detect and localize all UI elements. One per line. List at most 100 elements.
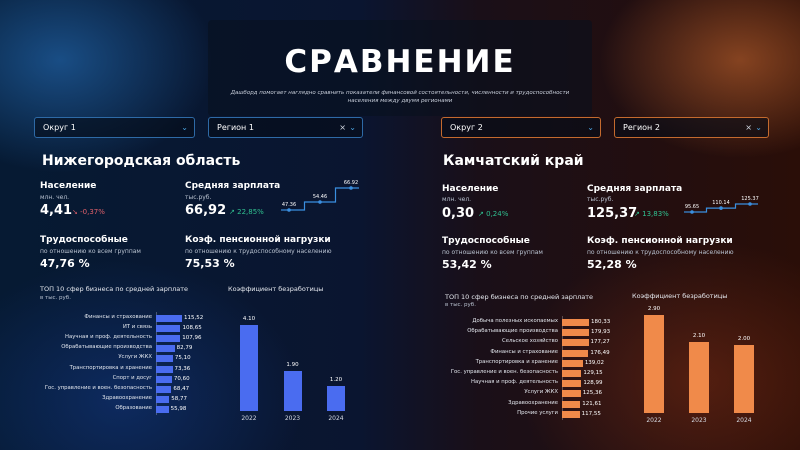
region-select-left-value: Регион 1: [217, 123, 254, 132]
salary-trend-label-left: 47.36: [282, 202, 296, 208]
top10-axis-right: [562, 316, 563, 420]
top10-bar-left: [156, 395, 170, 403]
top10-label-left: Образование: [115, 404, 152, 411]
unemployment-category-left: 2022: [241, 415, 257, 422]
salary-trend-label-left: 66.92: [344, 180, 358, 186]
pension-sub-right: по отношению к трудоспособному населению: [587, 249, 734, 256]
subtitle-line-1: Дашборд помогает наглядно сравнить показ…: [230, 90, 570, 96]
top10-bar-right: [562, 329, 589, 337]
subtitle-line-2: населения между двумя регионами: [347, 98, 453, 104]
arrow-down-right-icon: ↘: [72, 208, 78, 216]
top10-label-right: Финансы и страхование: [490, 348, 558, 355]
top10-label-right: Транспортировка и хранение: [475, 358, 558, 365]
workers-label-left: Трудоспособные: [40, 235, 128, 245]
top10-value-right: 129,15: [583, 370, 603, 376]
salary-trend-label-right: 110.14: [712, 200, 730, 206]
workers-sub-right: по отношению ко всем группам: [442, 249, 543, 256]
top10-bar-right: [562, 349, 589, 357]
population-value-left: 4,41: [40, 203, 73, 218]
clear-icon[interactable]: ×: [339, 123, 346, 132]
top10-value-left: 70,60: [173, 375, 190, 382]
page-title: СРАВНЕНИЕ: [284, 44, 516, 80]
unemployment-bar-left: [240, 325, 258, 411]
pension-value-left: 75,53 %: [185, 257, 235, 270]
top10-title-left: ТОП 10 сфер бизнеса по средней зарплате: [40, 285, 189, 293]
population-delta-left: ↘ -0,37%: [72, 208, 105, 216]
unemployment-value-left: 1.20: [329, 376, 343, 383]
top10-bar-right: [562, 339, 589, 347]
top10-label-right: Прочие услуги: [517, 409, 558, 416]
top10-bar-right: [562, 370, 582, 377]
unemployment-value-left: 4.10: [242, 316, 256, 322]
region-select-left[interactable]: Регион 1 × ⌄: [208, 117, 363, 138]
unemployment-category-right: 2023: [691, 417, 707, 424]
top10-label-left: ИТ и связь: [122, 324, 152, 331]
top10-value-left: 55,98: [170, 405, 187, 412]
salary-trend-point-right: [719, 206, 723, 210]
top10-value-left: 108,65: [182, 325, 202, 332]
top10-label-right: Научная и проф. деятельность: [471, 379, 558, 386]
top10-value-right: 117,55: [581, 410, 601, 417]
salary-trend-chart-left: 47.36 54.46 66.92: [281, 180, 359, 212]
unemployment-bar-right: [689, 342, 709, 413]
salary-unit-left: тыс.руб.: [185, 194, 212, 201]
chevron-down-icon[interactable]: ⌄: [349, 123, 356, 132]
top10-value-left: 68,47: [173, 385, 190, 392]
top10-label-right: Гос. управление и воен. безопасность: [450, 369, 558, 375]
pension-sub-left: по отношению к трудоспособному населению: [185, 248, 332, 255]
page-subtitle: Дашборд помогает наглядно сравнить показ…: [218, 89, 582, 105]
unemployment-category-left: 2023: [284, 415, 301, 422]
top10-bar-left: [156, 315, 182, 322]
top10-bar-right: [562, 390, 581, 398]
chevron-down-icon[interactable]: ⌄: [755, 123, 762, 132]
top10-label-left: Транспортировка и хранение: [69, 364, 152, 371]
unemployment-category-right: 2024: [736, 417, 752, 424]
clear-icon[interactable]: ×: [745, 123, 752, 132]
top10-bar-left: [156, 385, 172, 393]
unemployment-title-right: Коэффициент безработицы: [632, 292, 728, 300]
salary-trend-point-right: [748, 202, 752, 206]
top10-axis-left: [156, 312, 157, 415]
top10-bar-right: [562, 380, 582, 388]
salary-trend-label-left: 54.46: [313, 194, 327, 200]
arrow-up-right-icon: ↗: [229, 208, 235, 216]
unemployment-value-right: 2.90: [647, 306, 661, 312]
top10-bar-left: [156, 375, 172, 383]
top10-bar-left: [156, 365, 173, 373]
salary-trend-chart-right: 95.65 110.14 125.37: [684, 196, 759, 214]
top10-value-right: 125,36: [582, 390, 603, 397]
salary-delta-right: ↗ 13,83%: [634, 210, 669, 218]
pension-label-right: Коэф. пенсионной нагрузки: [587, 236, 733, 246]
top10-label-right: Сельское хозяйство: [502, 338, 558, 345]
salary-trend-label-right: 95.65: [685, 204, 699, 210]
salary-trend-line-left: [289, 187, 359, 211]
top10-value-right: 177,27: [590, 339, 610, 346]
top10-value-right: 176,49: [590, 349, 610, 356]
district-select-left[interactable]: Округ 1 ⌄: [34, 117, 195, 138]
top10-value-right: 121,61: [582, 400, 602, 407]
top10-bar-right: [562, 400, 581, 408]
unemployment-title-left: Коэффициент безработицы: [228, 285, 324, 293]
top10-value-right: 180,33: [591, 319, 611, 325]
unemployment-bar-right: [734, 345, 754, 413]
arrow-up-right-icon: ↗: [478, 210, 484, 218]
region-select-right-value: Регион 2: [623, 123, 660, 132]
workers-value-left: 47,76 %: [40, 257, 90, 270]
top10-title-right: ТОП 10 сфер бизнеса по средней зарплате: [445, 293, 594, 301]
unemployment-value-right: 2.10: [692, 333, 706, 340]
region-select-right[interactable]: Регион 2 × ⌄: [614, 117, 769, 138]
region-name-left: Нижегородская область: [42, 153, 241, 169]
top10-value-left: 82,79: [176, 345, 193, 352]
salary-value-right: 125,37: [587, 206, 638, 221]
top10-bar-left: [156, 335, 181, 343]
district-select-right-value: Округ 2: [450, 123, 483, 132]
top10-label-left: Научная и проф. деятельность: [65, 334, 152, 341]
chevron-down-icon: ⌄: [181, 123, 188, 132]
region-name-right: Камчатский край: [443, 153, 584, 169]
workers-label-right: Трудоспособные: [442, 236, 530, 246]
top10-label-right: Услуги ЖКХ: [524, 389, 558, 396]
district-select-right[interactable]: Округ 2 ⌄: [441, 117, 601, 138]
pension-value-right: 52,28 %: [587, 258, 637, 271]
top10-value-right: 139,02: [584, 359, 605, 366]
salary-trend-point-left: [287, 208, 291, 212]
